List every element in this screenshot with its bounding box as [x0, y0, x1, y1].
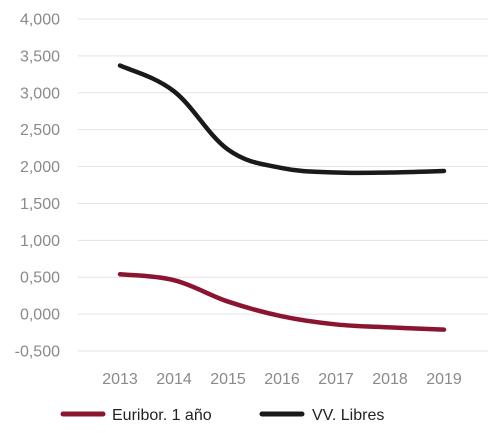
x-axis-ticks: 2013 2014 2015 2016 2017 2018 2019 — [102, 371, 462, 388]
legend-label: Euribor. 1 año — [112, 407, 212, 424]
x-tick-label: 2014 — [156, 371, 192, 388]
y-tick-label: 3,500 — [20, 48, 60, 65]
x-tick-label: 2015 — [210, 371, 246, 388]
x-tick-label: 2017 — [318, 371, 354, 388]
y-tick-label: 0,000 — [20, 307, 60, 324]
y-tick-label: -0,500 — [15, 344, 60, 361]
y-tick-label: 2,500 — [20, 122, 60, 139]
gridlines — [78, 18, 488, 352]
x-tick-label: 2019 — [426, 371, 462, 388]
x-tick-label: 2018 — [372, 371, 408, 388]
y-tick-label: 4,000 — [20, 12, 60, 29]
legend: Euribor. 1 año VV. Libres — [60, 407, 384, 424]
x-tick-label: 2016 — [264, 371, 300, 388]
y-tick-label: 2,000 — [20, 159, 60, 176]
y-tick-label: 0,500 — [20, 270, 60, 287]
y-tick-label: 1,500 — [20, 196, 60, 213]
x-tick-label: 2013 — [102, 371, 138, 388]
legend-label: VV. Libres — [312, 407, 384, 424]
y-tick-label: 3,000 — [20, 85, 60, 102]
series-line-1 — [117, 63, 447, 176]
series-lines — [117, 63, 447, 332]
series-line-0 — [117, 272, 447, 332]
y-tick-label: 1,000 — [20, 233, 60, 250]
y-axis-ticks: 4,000 3,500 3,000 2,500 2,000 1,500 1,000 0,500… — [15, 12, 60, 361]
